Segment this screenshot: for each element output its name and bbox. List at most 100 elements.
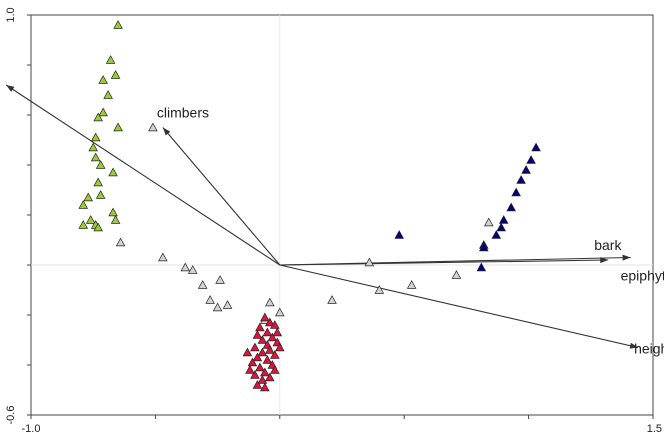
sample-point: [260, 312, 270, 322]
sample-point: [327, 295, 337, 304]
sample-point: [265, 297, 275, 307]
sample-point: [496, 222, 507, 232]
sample-point: [103, 90, 113, 99]
sample-point: [212, 302, 223, 312]
sample-point: [95, 190, 106, 199]
vector-climbers-arrowhead: [162, 127, 171, 136]
vector-label-climbers: climbers: [157, 105, 209, 121]
vector-height-arrowhead: [629, 342, 639, 349]
sample-point: [83, 192, 94, 202]
sample-point: [110, 70, 121, 79]
sample-point: [506, 202, 516, 212]
sample-point: [265, 317, 275, 327]
sample-point: [252, 380, 263, 389]
sample-point: [113, 122, 123, 132]
sample-point: [270, 365, 280, 374]
sample-point: [115, 237, 126, 247]
sample-point: [267, 332, 278, 342]
sample-point: [205, 295, 215, 304]
vector-dbh-line: [5, 84, 281, 266]
sample-point: [394, 230, 405, 239]
sample-point: [275, 342, 285, 352]
sample-point: [252, 352, 263, 362]
sample-point: [158, 252, 168, 262]
sample-point: [451, 270, 462, 279]
vector-label-height: height: [634, 341, 664, 357]
sample-point: [275, 307, 285, 317]
sample-point: [257, 375, 268, 384]
sample-points: [78, 20, 541, 392]
sample-point: [511, 187, 521, 197]
y-tick-label: -0.6: [5, 406, 17, 425]
sample-point: [526, 155, 536, 164]
sample-point: [88, 142, 98, 152]
sample-point: [113, 20, 123, 29]
x-tick-label: -1.0: [22, 423, 41, 435]
sample-point: [270, 320, 280, 329]
sample-point: [85, 215, 96, 224]
sample-point: [260, 382, 270, 392]
sample-point: [252, 330, 263, 339]
sample-point: [245, 365, 255, 374]
sample-point: [257, 335, 268, 344]
sample-point: [255, 322, 265, 332]
sample-point: [93, 177, 103, 187]
sample-point: [222, 300, 233, 309]
sample-point: [187, 265, 198, 274]
sample-point: [476, 262, 487, 272]
sample-point: [78, 200, 89, 209]
sample-point: [364, 257, 375, 267]
sample-point: [262, 327, 273, 337]
sample-point: [242, 347, 253, 357]
sample-point: [247, 357, 258, 367]
sample-point: [265, 345, 275, 354]
sample-point: [197, 280, 208, 289]
sample-point: [90, 152, 101, 162]
vector-label-bark: bark: [594, 237, 622, 253]
sample-point: [215, 275, 225, 284]
sample-point: [250, 342, 260, 352]
sample-point: [521, 165, 531, 174]
sample-point: [260, 367, 270, 377]
plot-frame: [30, 14, 654, 416]
sample-point: [78, 220, 89, 229]
vector-arrows: dbhclimbersbarkepiphyteheight: [5, 84, 664, 357]
sample-point: [90, 132, 101, 142]
sample-point: [110, 215, 121, 224]
sample-point: [105, 55, 116, 64]
sample-point: [265, 372, 275, 382]
sample-point: [406, 280, 417, 289]
sample-point: [272, 327, 283, 337]
sample-point: [483, 217, 494, 227]
sample-point: [98, 75, 108, 84]
axis-ticks: [27, 14, 654, 419]
sample-point: [93, 112, 103, 122]
sample-point: [270, 350, 280, 359]
vector-label-epiphyte: epiphyte: [621, 268, 664, 284]
vector-epiphyte-line: [279, 256, 631, 266]
sample-point: [491, 230, 502, 239]
vector-climbers-line: [162, 127, 281, 266]
sample-point: [108, 207, 118, 217]
vector-epiphyte-arrowhead: [622, 254, 631, 261]
sample-point: [108, 167, 118, 177]
sample-point: [257, 347, 268, 357]
y-tick-label: 1.0: [5, 7, 17, 22]
sample-point: [148, 122, 158, 132]
sample-point: [95, 160, 106, 169]
vector-height-line: [279, 264, 639, 349]
sample-point: [516, 175, 526, 184]
sample-point: [374, 285, 385, 294]
sample-point: [98, 107, 108, 117]
tick-labels: -1.0 1.5 1.0 -0.6: [5, 7, 662, 435]
sample-point: [180, 262, 191, 272]
sample-point: [498, 215, 509, 224]
sample-point: [93, 222, 103, 232]
sample-point: [250, 370, 260, 379]
sample-point: [262, 355, 273, 364]
sample-point: [479, 242, 489, 252]
sample-point: [255, 362, 265, 372]
sample-point: [531, 142, 541, 152]
vector-dbh-arrowhead: [6, 85, 15, 92]
